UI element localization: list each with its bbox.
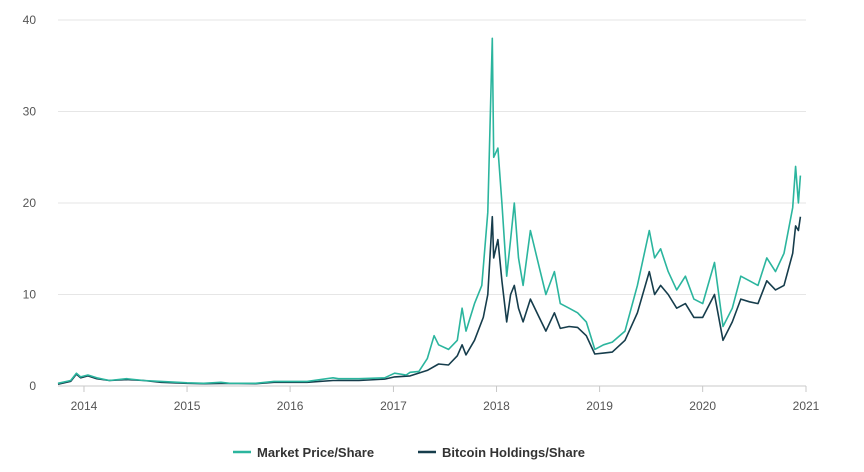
- y-axis-labels: 0 10 20 30 40: [23, 13, 37, 393]
- x-tick-label: 2020: [689, 399, 716, 413]
- x-tick-label: 2021: [793, 399, 820, 413]
- x-tick-label: 2018: [483, 399, 510, 413]
- series-line-market-price-per-share: [57, 37, 802, 385]
- y-tick-label: 30: [23, 105, 37, 119]
- y-tick-label: 0: [29, 379, 36, 393]
- x-tick-label: 2019: [586, 399, 613, 413]
- legend-item-bitcoin-holdings[interactable]: Bitcoin Holdings/Share: [418, 445, 585, 460]
- y-tick-label: 40: [23, 13, 37, 27]
- legend[interactable]: Market Price/Share Bitcoin Holdings/Share: [233, 445, 585, 460]
- x-tick-label: 2016: [277, 399, 304, 413]
- y-tick-label: 10: [23, 288, 37, 302]
- legend-item-market-price[interactable]: Market Price/Share: [233, 445, 374, 460]
- x-axis-ticks: 2014 2015 2016 2017 2018 2019 2020 2021: [71, 386, 820, 413]
- legend-label: Market Price/Share: [257, 445, 374, 460]
- legend-label: Bitcoin Holdings/Share: [442, 445, 585, 460]
- x-tick-label: 2014: [71, 399, 98, 413]
- series-line-bitcoin-holdings-per-share: [57, 215, 802, 385]
- x-tick-label: 2017: [380, 399, 407, 413]
- x-tick-label: 2015: [174, 399, 201, 413]
- series-lines: [57, 37, 802, 385]
- y-tick-label: 20: [23, 196, 37, 210]
- grid-lines: [58, 19, 806, 295]
